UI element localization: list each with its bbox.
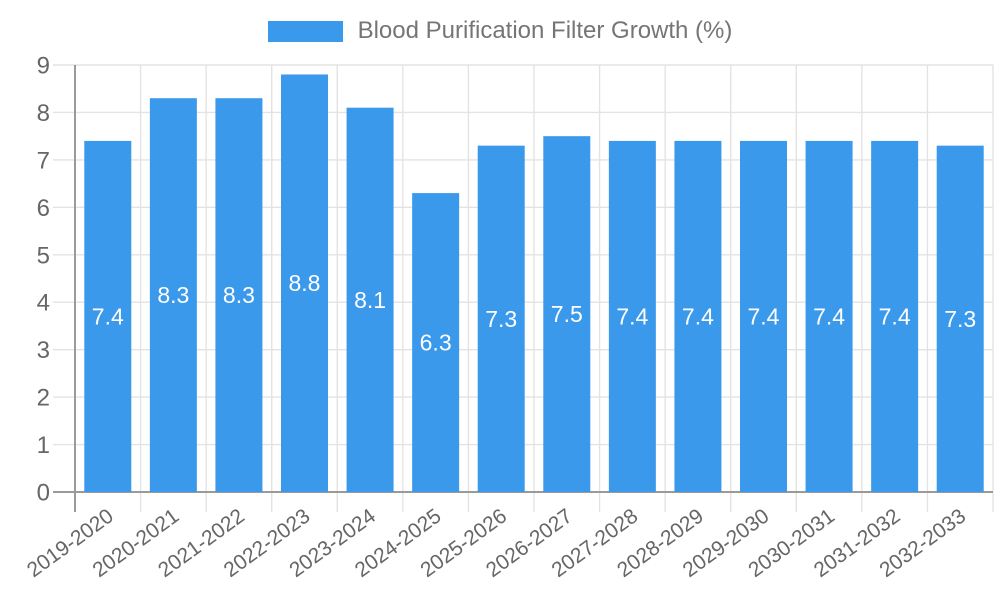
- bar[interactable]: [805, 140, 853, 492]
- bar[interactable]: [543, 136, 591, 492]
- bar[interactable]: [740, 140, 787, 492]
- bar[interactable]: [936, 145, 984, 492]
- bar-value-label: 8.1: [354, 287, 386, 313]
- y-tick-label: 5: [37, 242, 50, 269]
- legend-label: Blood Purification Filter Growth (%): [357, 17, 733, 44]
- y-tick-label: 6: [37, 195, 50, 222]
- bar-value-label: 7.4: [92, 303, 124, 329]
- y-tick-label: 3: [37, 337, 50, 364]
- legend-swatch: [267, 20, 343, 42]
- bar[interactable]: [674, 140, 722, 492]
- bar-value-label: 6.3: [420, 330, 452, 356]
- y-tick-label: 4: [37, 290, 50, 317]
- bar[interactable]: [84, 140, 132, 492]
- bar[interactable]: [477, 145, 525, 492]
- bar[interactable]: [215, 98, 263, 492]
- bar-value-label: 7.4: [879, 303, 911, 329]
- bar-value-label: 7.4: [616, 303, 648, 329]
- bar[interactable]: [608, 140, 656, 492]
- bar-value-label: 7.4: [748, 303, 780, 329]
- y-tick-label: 9: [37, 53, 50, 80]
- bar[interactable]: [281, 74, 328, 492]
- chart-legend[interactable]: Blood Purification Filter Growth (%): [0, 14, 1000, 48]
- bar[interactable]: [149, 98, 197, 492]
- bar[interactable]: [412, 193, 460, 492]
- y-tick-label: 0: [37, 480, 50, 507]
- bar-value-label: 8.3: [223, 282, 255, 308]
- y-tick-label: 7: [37, 147, 50, 174]
- bar-value-label: 7.3: [944, 306, 976, 332]
- bar-value-label: 7.3: [485, 306, 517, 332]
- bar-value-label: 8.3: [157, 282, 189, 308]
- y-tick-label: 1: [37, 432, 50, 459]
- y-tick-label: 8: [37, 100, 50, 127]
- bar-value-label: 7.4: [682, 303, 714, 329]
- bar[interactable]: [346, 107, 394, 492]
- bar[interactable]: [871, 140, 919, 492]
- bar-value-label: 8.8: [289, 270, 321, 296]
- bar-value-label: 7.4: [813, 303, 845, 329]
- y-tick-label: 2: [37, 385, 50, 412]
- bar-value-label: 7.5: [551, 301, 583, 327]
